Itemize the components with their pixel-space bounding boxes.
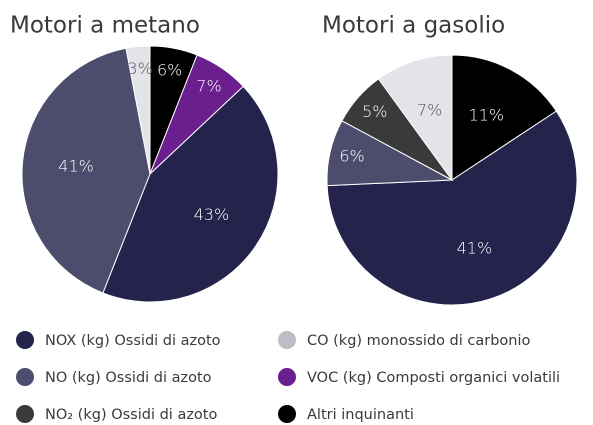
slice-label: 5% (362, 102, 387, 121)
chart-title: Motori a gasolio (322, 13, 505, 39)
slice-label: 7% (196, 77, 221, 96)
pie-slice (102, 85, 279, 303)
pie-slice (377, 54, 453, 182)
pie-slice (451, 54, 558, 181)
legend-swatch (278, 368, 296, 386)
slice-label: 43% (194, 205, 230, 224)
slice-label: 6% (339, 147, 364, 166)
slice-label: 41% (457, 238, 493, 257)
legend-swatch (16, 368, 34, 386)
slice-label: 41% (58, 157, 94, 176)
legend-label: Altri inquinanti (307, 407, 414, 423)
legend-label: NOX (kg) Ossidi di azoto (45, 333, 221, 349)
legend-label: CO (kg) monossido di carbonio (307, 333, 531, 349)
pie-slice (326, 110, 578, 306)
pie-slice (21, 47, 151, 294)
chart-title: Motori a metano (10, 13, 200, 39)
legend-swatch (278, 331, 296, 349)
slice-label: 11% (469, 106, 505, 125)
legend-label: NO₂ (kg) Ossidi di azoto (45, 407, 217, 423)
legend-label: NO (kg) Ossidi di azoto (45, 370, 212, 386)
legend-swatch (16, 331, 34, 349)
slice-label: 6% (157, 60, 182, 79)
pie-slice (125, 45, 151, 175)
slice-label: 3% (127, 59, 152, 78)
legend-label: VOC (kg) Composti organici volatili (307, 370, 560, 386)
slice-label: 7% (417, 101, 442, 120)
legend-swatch (16, 405, 34, 423)
legend-swatch (278, 405, 296, 423)
